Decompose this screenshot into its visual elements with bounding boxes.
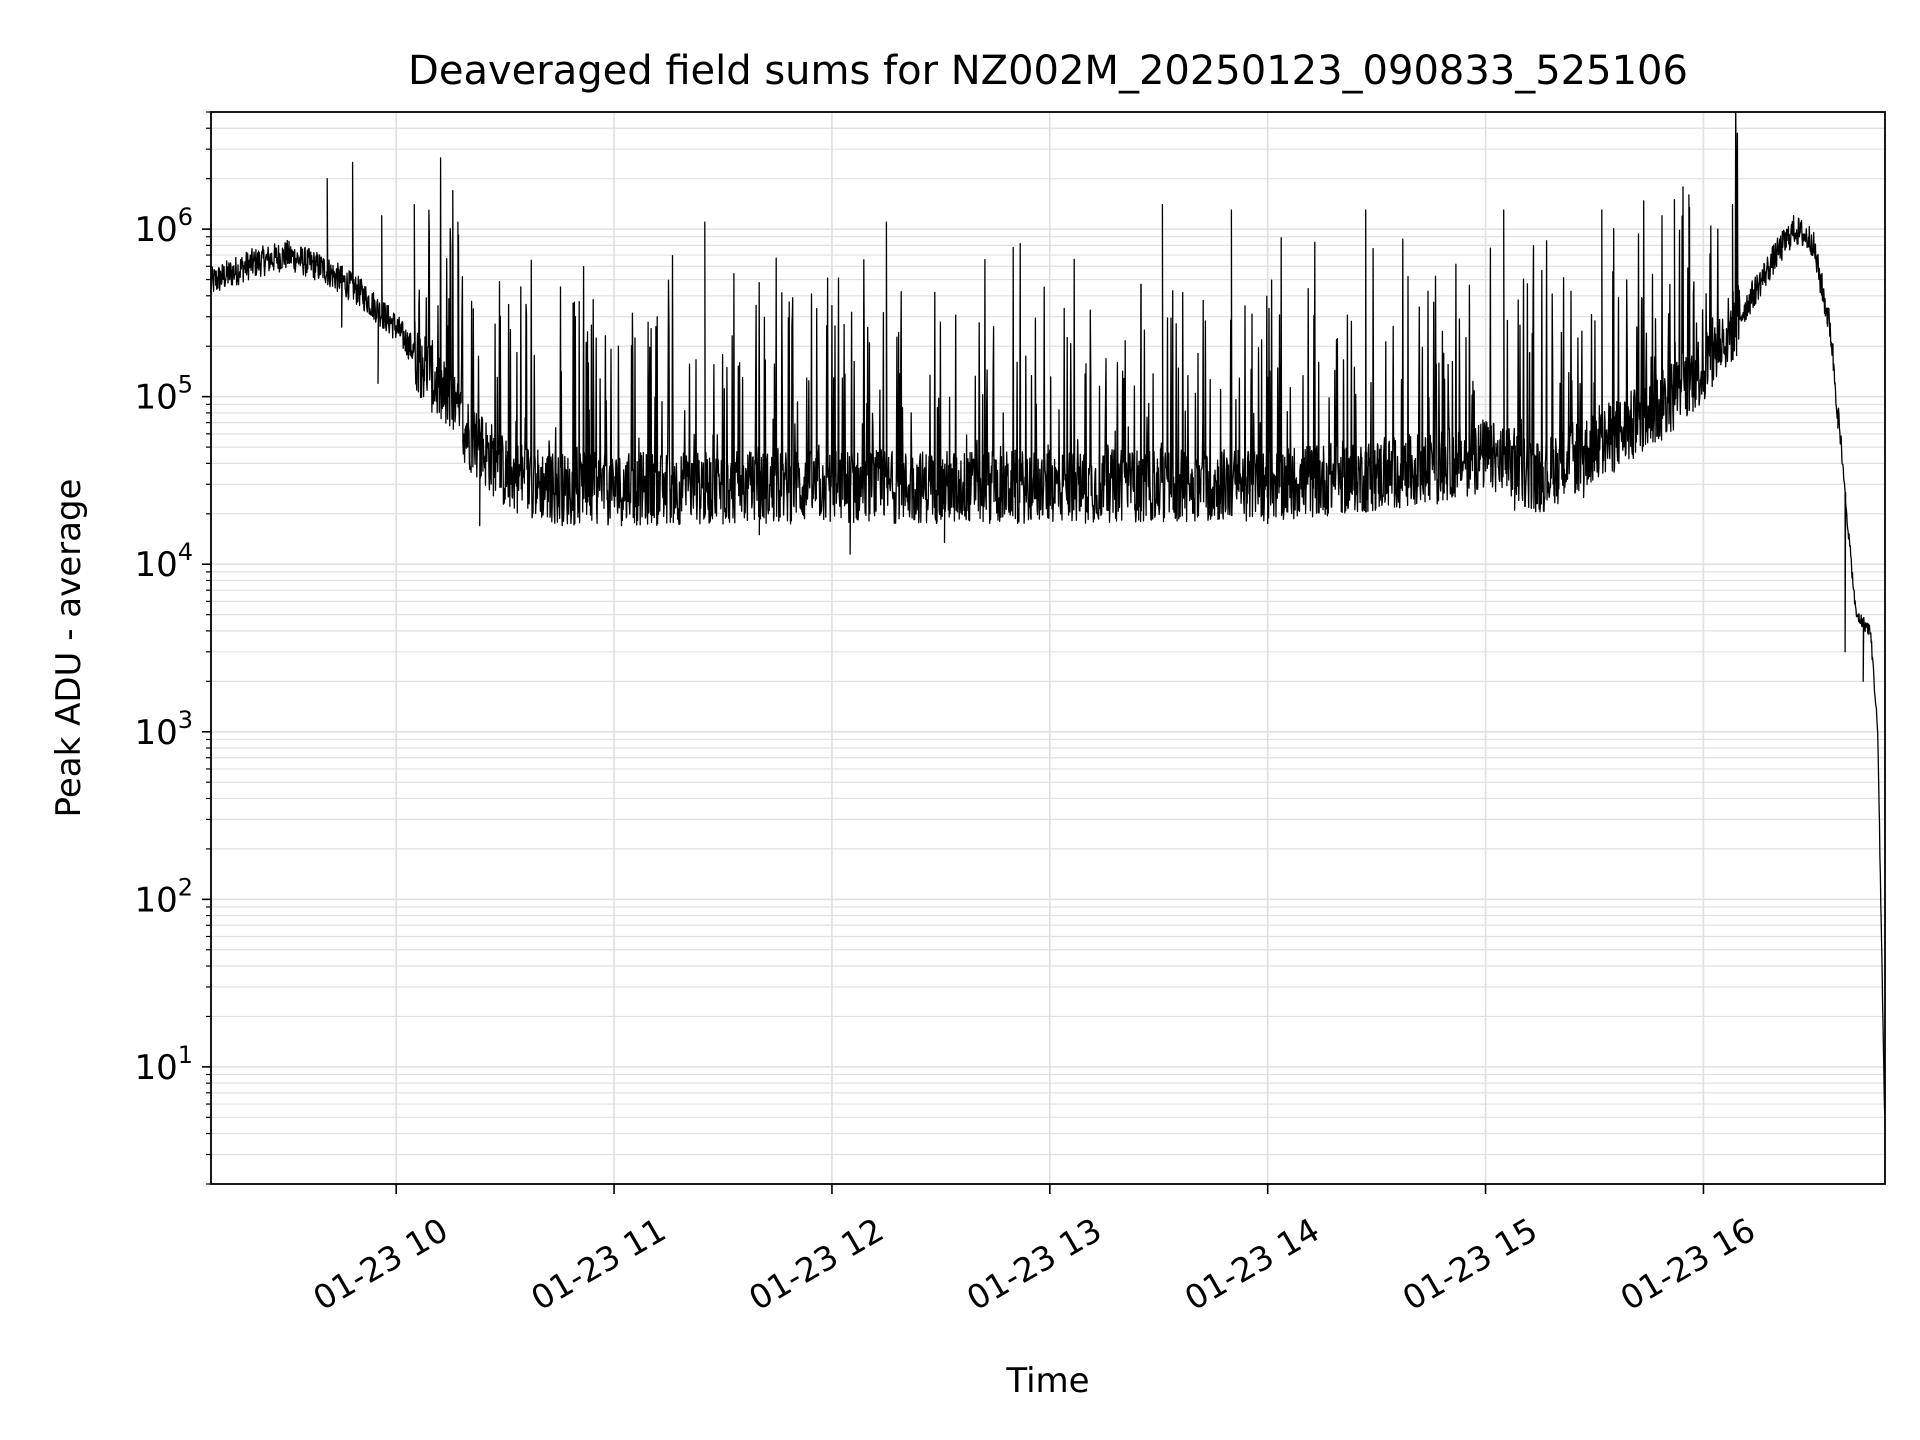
series-line <box>211 112 1885 1114</box>
major-gridlines <box>211 112 1885 1184</box>
y-tick-label: 105 <box>134 371 193 418</box>
y-tick-label: 102 <box>134 873 193 920</box>
x-axis-label: Time <box>1005 1361 1089 1401</box>
y-tick-label: 106 <box>134 203 193 250</box>
plot-area <box>211 112 1885 1114</box>
y-tick-label: 104 <box>134 538 193 585</box>
y-axis-label: Peak ADU - average <box>49 479 89 818</box>
y-axis: 101 102 103 104 105 106 <box>134 111 211 1185</box>
plot-frame <box>210 111 1886 1185</box>
minor-gridlines <box>211 111 1885 1185</box>
y-tick-label: 101 <box>134 1041 193 1088</box>
y-tick-label: 103 <box>134 706 193 753</box>
chart-title: Deaveraged field sums for NZ002M_2025012… <box>408 48 1688 94</box>
